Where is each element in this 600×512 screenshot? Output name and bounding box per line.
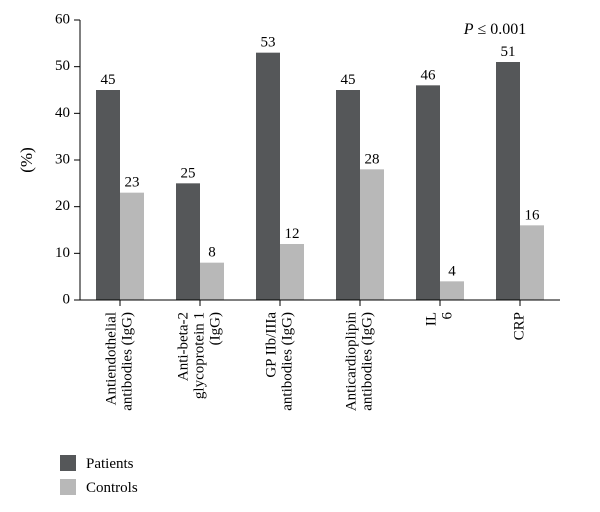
bar-value-label: 25 <box>181 165 196 181</box>
x-category-label: antibodies (IgG) <box>359 312 375 411</box>
legend-swatch <box>60 479 76 495</box>
bar <box>520 225 544 300</box>
bar <box>256 53 280 300</box>
x-category-label: Antiendothelial <box>103 312 119 405</box>
legend-label: Patients <box>86 456 134 472</box>
x-category-label: Anticardioplipin <box>343 312 359 412</box>
p-value-annotation: P ≤ 0.001 <box>463 21 527 38</box>
y-axis-label: (%) <box>17 147 36 172</box>
bar <box>200 263 224 300</box>
bar-value-label: 45 <box>341 72 356 88</box>
y-tick-label: 20 <box>55 198 70 214</box>
bar <box>360 169 384 300</box>
x-category-label: CRP <box>511 312 527 340</box>
chart-svg: 0 10 20 30 40 50 60 (%) 45 23 25 8 53 12 45 28 46 4 51 16 An… <box>0 0 600 512</box>
x-category-label: antibodies (IgG) <box>119 312 135 411</box>
x-category-label: IL <box>423 312 439 326</box>
y-tick-label: 50 <box>55 58 70 74</box>
x-category-label: GP IIb/IIIa <box>263 312 279 378</box>
x-category-label: glycoprotein 1 <box>191 312 207 399</box>
bar <box>120 193 144 300</box>
bar-value-label: 8 <box>208 245 216 261</box>
bar-value-label: 12 <box>285 226 300 242</box>
y-tick-label: 40 <box>55 105 70 121</box>
bar-value-label: 53 <box>261 35 276 51</box>
x-category-label: 6 <box>439 312 455 320</box>
bar <box>496 62 520 300</box>
bar-value-label: 16 <box>525 207 541 223</box>
legend-swatch <box>60 455 76 471</box>
y-tick-label: 10 <box>55 245 70 261</box>
y-tick-label: 60 <box>55 11 70 27</box>
bar <box>336 90 360 300</box>
bar-value-label: 23 <box>125 175 140 191</box>
x-category-label: Anti-beta-2 <box>175 312 191 381</box>
bar-value-label: 51 <box>501 44 516 60</box>
y-tick-label: 0 <box>63 291 71 307</box>
x-category-label: (IgG) <box>207 312 223 345</box>
bar-value-label: 28 <box>365 151 380 167</box>
bar-value-label: 46 <box>421 67 437 83</box>
bar <box>416 85 440 300</box>
bar-value-label: 4 <box>448 263 456 279</box>
y-tick-label: 30 <box>55 151 70 167</box>
bar-value-label: 45 <box>101 72 116 88</box>
bar <box>176 183 200 300</box>
bar <box>96 90 120 300</box>
bar <box>280 244 304 300</box>
legend-label: Controls <box>86 480 138 496</box>
bar <box>440 281 464 300</box>
x-category-label: antibodies (IgG) <box>279 312 295 411</box>
